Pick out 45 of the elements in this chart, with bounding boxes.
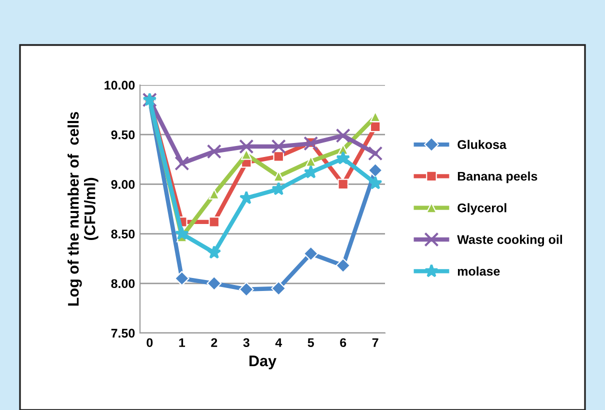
point	[336, 128, 350, 143]
y-tick-label: 7.50	[111, 328, 135, 338]
point	[272, 182, 286, 196]
x-tick-label: 4	[275, 338, 282, 347]
y-tick-label: 10.00	[104, 80, 135, 90]
point	[240, 149, 252, 160]
point	[304, 136, 318, 151]
legend-label: Banana peels	[458, 171, 538, 184]
x-tick-label: 1	[179, 338, 186, 347]
legend-label: Glukosa	[458, 140, 506, 150]
x-tick-label: 7	[372, 338, 378, 347]
y-tick-label: 9.00	[111, 180, 135, 189]
x-tick-label: 3	[243, 338, 250, 348]
point	[206, 144, 222, 159]
point	[271, 280, 286, 296]
point	[239, 139, 254, 154]
point	[207, 245, 222, 259]
y-axis-title: Log of the number of cells (CFU/ml)	[68, 112, 98, 306]
point	[303, 246, 318, 262]
point	[273, 151, 284, 162]
legend-label: molase	[458, 266, 500, 276]
point	[174, 226, 189, 240]
point	[368, 162, 383, 178]
point	[206, 276, 222, 291]
point	[174, 271, 190, 286]
y-tick-label: 9.50	[111, 130, 135, 140]
point	[336, 151, 350, 165]
x-tick-label: 5	[308, 338, 314, 348]
y-tick-label: 8.50	[111, 230, 135, 238]
x-axis-title: Day	[250, 356, 276, 370]
point	[304, 165, 318, 178]
legend-label: Waste cooking oil	[457, 234, 562, 247]
point	[208, 216, 220, 228]
point	[174, 156, 190, 171]
x-tick-label: 0	[146, 338, 153, 348]
point	[368, 146, 383, 161]
point	[238, 282, 254, 297]
legend-label: Glycerol	[458, 203, 506, 215]
point	[271, 139, 286, 154]
point	[368, 176, 382, 190]
x-tick-label: 6	[340, 338, 346, 348]
y-tick-label: 8.00	[111, 279, 135, 288]
point	[338, 178, 349, 190]
point	[336, 258, 351, 273]
x-tick-label: 2	[211, 338, 218, 347]
